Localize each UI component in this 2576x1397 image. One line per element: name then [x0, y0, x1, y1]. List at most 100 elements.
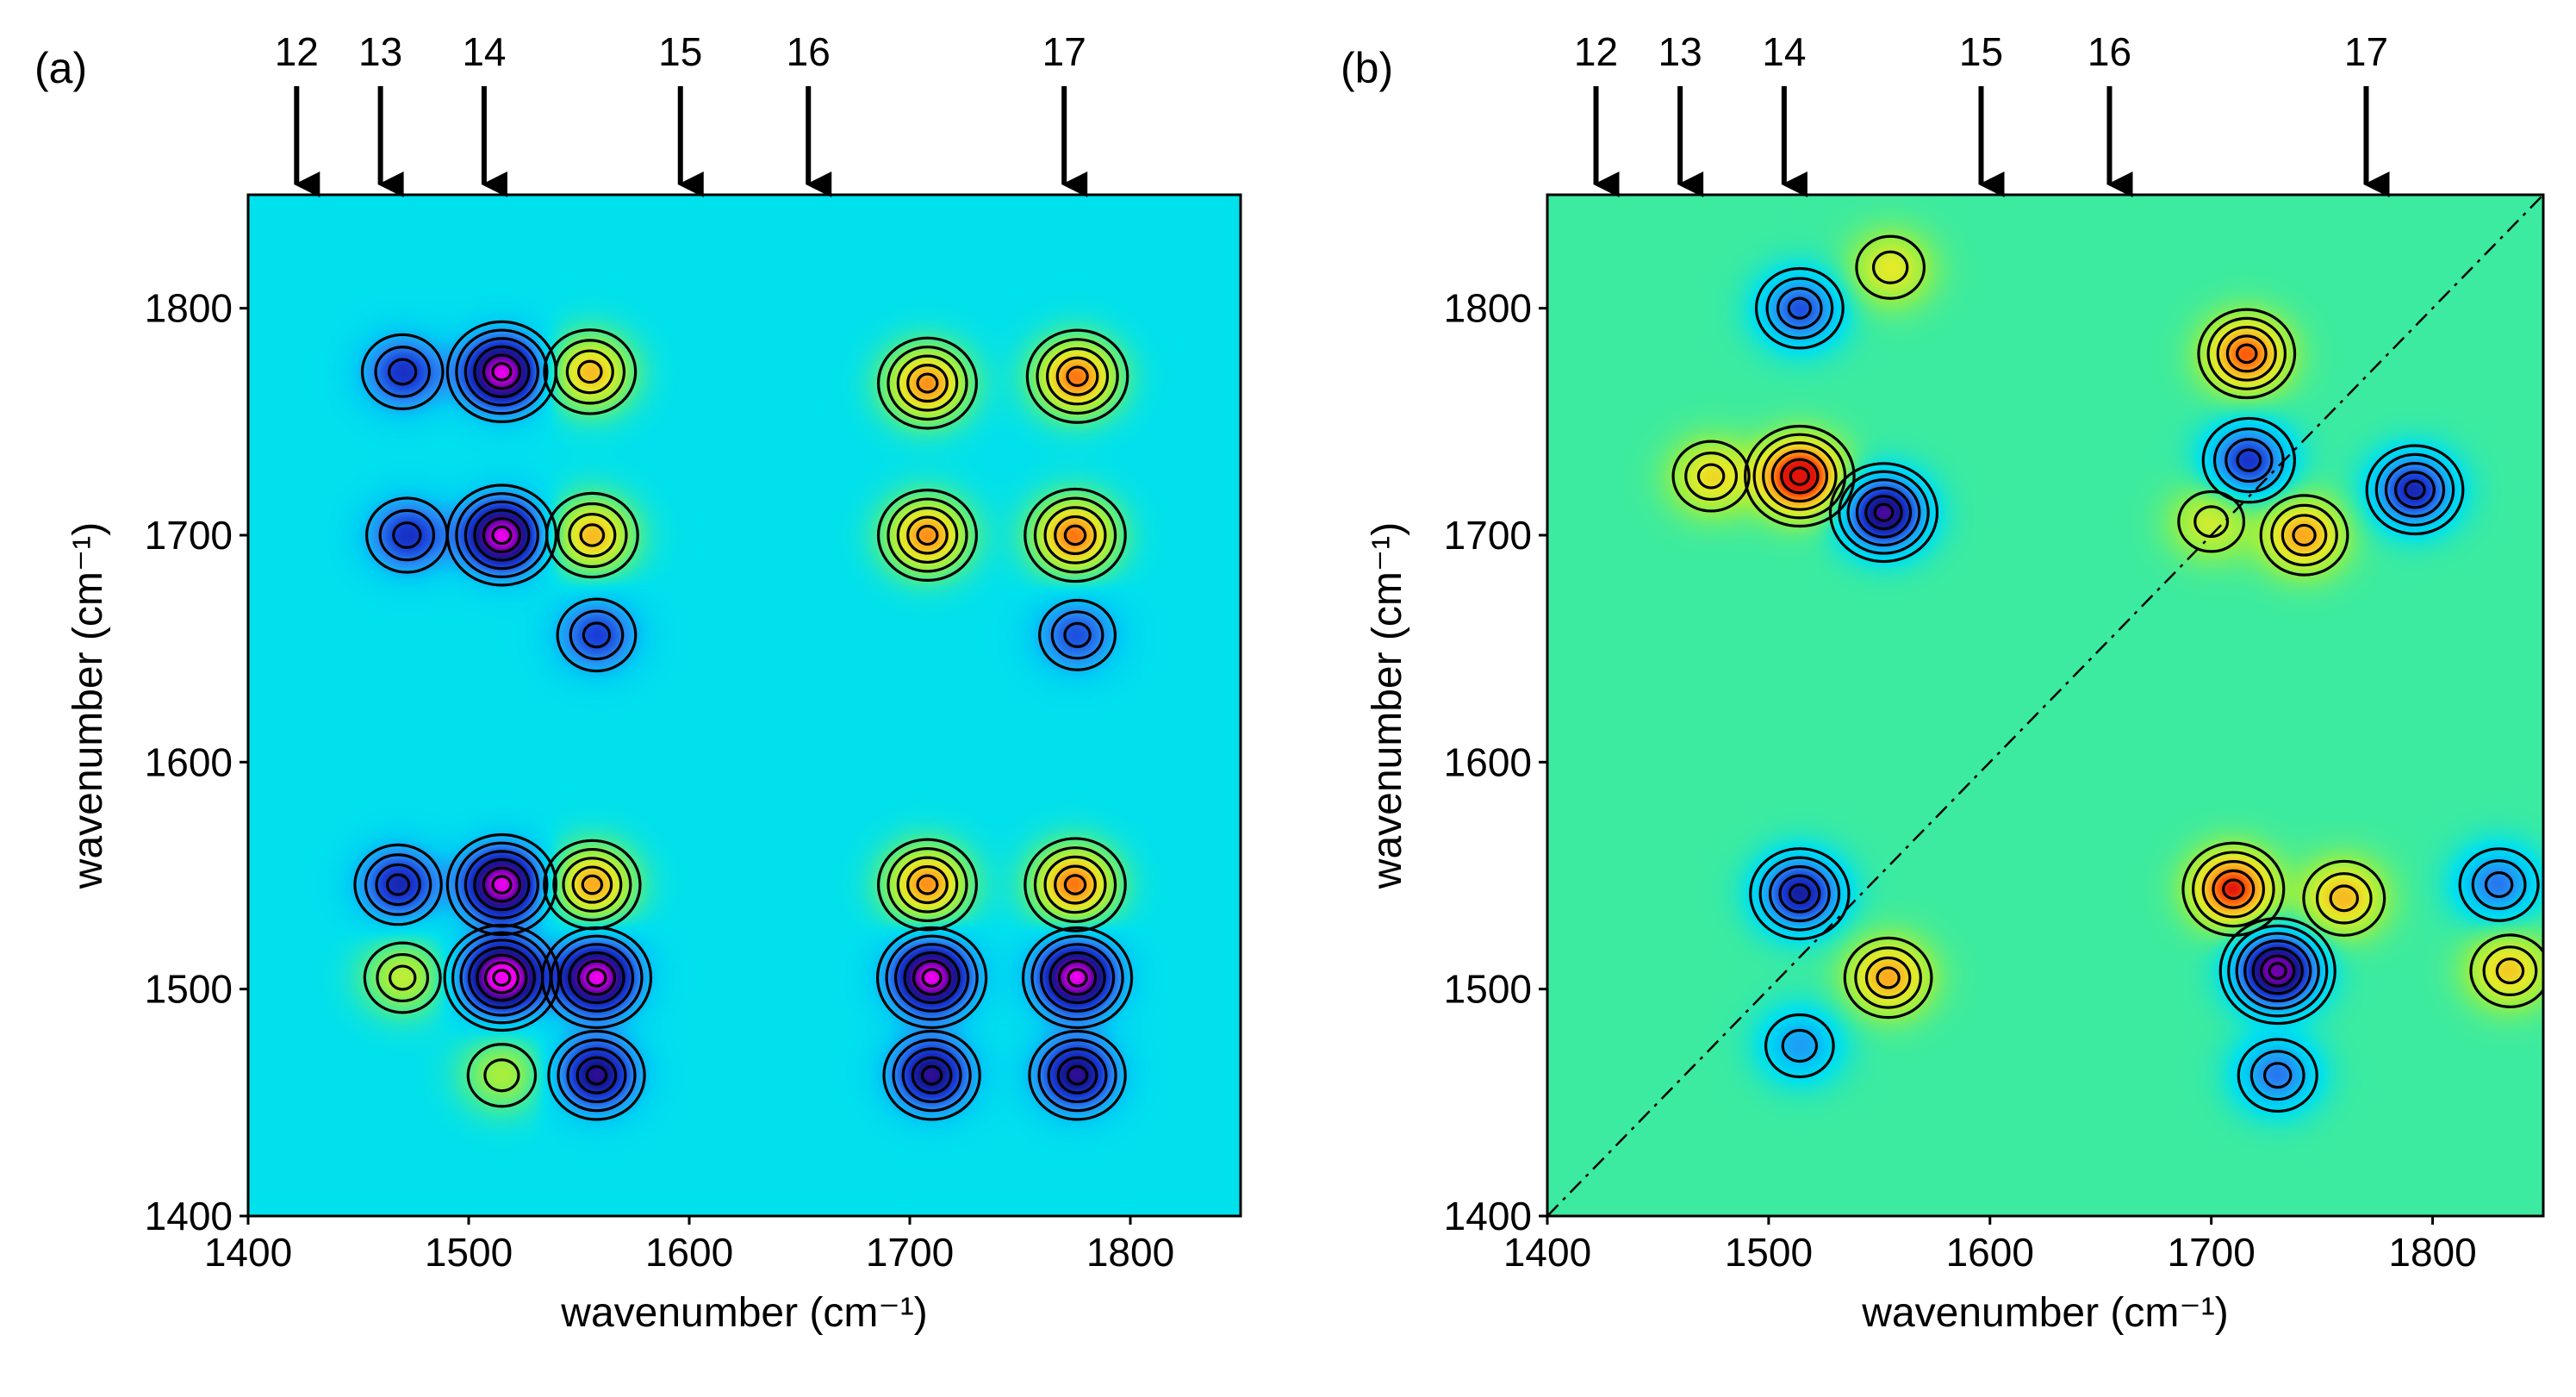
contour-ring: [568, 951, 625, 1005]
peak-label: 16: [787, 29, 831, 74]
contour-ring: [912, 959, 952, 996]
peak-label: 15: [658, 29, 702, 74]
contour-ring: [579, 523, 606, 547]
contour-ring: [2302, 859, 2386, 937]
contour-ring: [1025, 328, 1129, 424]
contour-ring: [1024, 837, 1127, 932]
contour-ring: [911, 1056, 953, 1095]
contour-ring: [466, 1043, 538, 1108]
contour-ring: [882, 1029, 981, 1121]
contour-ring: [1752, 433, 1847, 520]
contour-ring: [385, 873, 411, 896]
contour-ring: [1033, 496, 1117, 574]
x-tick-label: 1500: [425, 1230, 513, 1275]
peak-label: 13: [1658, 29, 1702, 74]
peak-label: 12: [275, 29, 319, 74]
contour-ring: [2236, 343, 2258, 365]
contour-ring: [1758, 856, 1841, 932]
contour-ring: [1788, 882, 1811, 905]
contour-ring: [2192, 851, 2275, 928]
contour-ring: [1846, 478, 1921, 547]
contour-ring: [388, 358, 418, 386]
contour-ring: [1039, 943, 1116, 1013]
contour-ring: [1046, 346, 1110, 406]
contour-ring: [1024, 487, 1127, 583]
peak-label: 13: [358, 29, 402, 74]
contour-ring: [906, 864, 949, 905]
contour-ring: [1063, 621, 1092, 648]
contour-ring: [455, 328, 549, 415]
contour-ring: [2225, 334, 2268, 373]
contour-ring: [581, 874, 604, 895]
contour-ring: [540, 926, 653, 1030]
contour-ring: [2365, 444, 2465, 536]
x-tick-label: 1400: [204, 1230, 292, 1275]
contour-ring: [571, 865, 613, 904]
contour-ring: [2216, 326, 2277, 382]
contour-ring: [1864, 956, 1912, 1000]
contour-ring: [2394, 471, 2436, 509]
contour-ring: [1828, 462, 1939, 564]
contour-ring: [903, 951, 961, 1005]
contour-ring: [1764, 1013, 1835, 1079]
contour-ring: [916, 372, 939, 394]
contour-ring: [2280, 514, 2328, 557]
contour-ring: [1021, 926, 1134, 1030]
contour-ring: [2404, 479, 2426, 501]
contour-ring: [896, 506, 959, 564]
contour-ring: [2259, 494, 2349, 577]
contour-ring: [2315, 872, 2373, 925]
y-tick-label: 1500: [145, 967, 233, 1012]
contour-ring: [1066, 365, 1089, 387]
peak-label: 17: [2344, 29, 2388, 74]
contour-ring: [378, 508, 436, 562]
contour-ring: [916, 524, 939, 546]
contour-ring: [906, 515, 949, 555]
contour-ring: [353, 843, 443, 926]
contour-ring: [2469, 933, 2543, 1008]
contour-ring: [1781, 1028, 1819, 1063]
contour-ring: [2384, 462, 2446, 518]
plot-frame: [246, 193, 1242, 1218]
contour-ring: [2374, 452, 2455, 527]
contour-ring: [901, 1047, 962, 1104]
contour-ring: [1765, 277, 1834, 340]
contour-ring: [473, 345, 531, 399]
y-tick-label: 1700: [145, 513, 233, 558]
contour-ring: [2224, 438, 2274, 483]
contour-ring: [2251, 946, 2304, 995]
y-tick-label: 1800: [1444, 286, 1532, 331]
plot-frame: [1546, 193, 2545, 1218]
x-tick-label: 1700: [866, 1230, 954, 1275]
contour-ring: [2329, 884, 2360, 913]
contour-ring: [1770, 449, 1829, 503]
contour-ring: [2292, 523, 2317, 547]
contour-ring: [375, 863, 421, 907]
contour-ring: [557, 502, 628, 569]
y-tick-label: 1400: [145, 1194, 233, 1238]
contour-ring: [2237, 1038, 2318, 1113]
y-tick-label: 1500: [1444, 967, 1532, 1012]
contour-ring: [2227, 924, 2329, 1018]
y-tick-label: 1800: [145, 286, 233, 331]
contour-ring: [1033, 846, 1117, 923]
peak-label: 12: [1574, 29, 1618, 74]
contour-ring: [1063, 874, 1087, 895]
panel-a: 1400 1500 1600 1700 1800 1400 1500 1600 1700 1800…: [34, 29, 1242, 1336]
contour-ring: [1684, 452, 1739, 502]
x-axis-label: wavenumber (cm⁻¹): [560, 1290, 927, 1336]
contour-ring: [586, 968, 607, 988]
peak-label: 14: [1762, 29, 1806, 74]
peak-label: 15: [1959, 29, 2003, 74]
contour-ring: [885, 934, 979, 1021]
contour-ring: [576, 959, 617, 996]
contour-ring: [1036, 338, 1119, 415]
contour-ring: [2235, 932, 2320, 1010]
x-axis-label: wavenumber (cm⁻¹): [1861, 1290, 2228, 1336]
contour-ring: [376, 952, 430, 1003]
contour-group: [353, 320, 1134, 1121]
contour-ring: [1043, 855, 1107, 914]
contour-ring: [558, 943, 635, 1013]
contour-ring: [2201, 860, 2266, 919]
contour-ring: [1054, 864, 1097, 905]
